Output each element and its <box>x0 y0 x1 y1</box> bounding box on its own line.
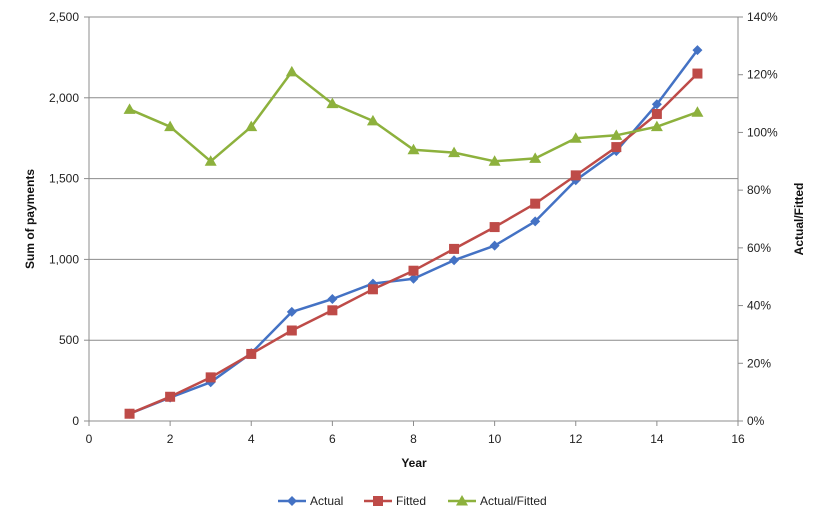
data-point-fitted-10 <box>489 222 500 233</box>
legend-item-actual: Actual <box>278 494 343 508</box>
series-line-fitted <box>129 72 699 415</box>
x-axis-title: Year <box>401 456 427 470</box>
data-point-actual-6 <box>327 293 338 304</box>
legend-label-fitted: Fitted <box>396 494 426 508</box>
legend-marker-actual-fitted <box>456 495 468 506</box>
x-tick-label-2: 4 <box>248 432 255 446</box>
y2-tick-label-5: 100% <box>747 125 778 139</box>
y-tick-label-0: 0 <box>72 414 79 428</box>
x-tick-label-4: 8 <box>410 432 417 446</box>
y2-tick-label-1: 20% <box>747 356 771 370</box>
y2-tick-label-3: 60% <box>747 241 771 255</box>
y2-tick-label-2: 40% <box>747 299 771 313</box>
data-point-actual-fitted-7 <box>366 114 379 126</box>
data-point-actual-fitted-15 <box>691 106 704 117</box>
data-point-actual-fitted-8 <box>407 143 420 155</box>
series-fitted <box>124 68 703 419</box>
x-tick-label-7: 14 <box>650 432 664 446</box>
y2-tick-label-7: 140% <box>747 10 778 24</box>
series-actual <box>124 45 703 419</box>
legend-item-actual-fitted: Actual/Fitted <box>448 494 547 508</box>
x-tick-label-0: 0 <box>86 432 93 446</box>
x-tick-label-1: 2 <box>167 432 174 446</box>
legend-label-actual-fitted: Actual/Fitted <box>480 494 547 508</box>
y2-axis-title: Actual/Fitted <box>792 183 806 256</box>
y-tick-label-3: 1,500 <box>49 172 79 186</box>
legend-label-actual: Actual <box>310 494 343 508</box>
axes: 0 500 1,000 1,500 2,000 2,500 0% 20% 40% 60% 80% 10… <box>49 10 778 446</box>
series-group <box>123 45 704 419</box>
data-point-actual-fitted-3 <box>204 155 217 166</box>
data-point-fitted-7 <box>367 284 378 295</box>
y-tick-label-2: 1,000 <box>49 252 79 266</box>
data-point-fitted-6 <box>327 305 338 316</box>
data-point-fitted-8 <box>408 265 419 276</box>
data-point-fitted-14 <box>651 108 662 119</box>
series-actual-fitted <box>123 65 704 166</box>
data-point-fitted-5 <box>286 325 297 336</box>
data-point-fitted-9 <box>449 243 460 254</box>
data-point-actual-fitted-5 <box>285 65 298 77</box>
data-point-actual-fitted-9 <box>448 146 461 158</box>
y2-tick-label-0: 0% <box>747 414 765 428</box>
x-tick-label-6: 12 <box>569 432 583 446</box>
legend-marker-fitted <box>373 496 383 506</box>
data-point-fitted-2 <box>165 391 176 402</box>
y2-tick-label-6: 120% <box>747 68 778 82</box>
y-tick-label-4: 2,000 <box>49 91 79 105</box>
legend: Actual Fitted Actual/Fitted <box>278 494 547 508</box>
gridlines <box>89 16 738 341</box>
y-axis-title: Sum of payments <box>23 169 37 269</box>
data-point-fitted-15 <box>692 68 703 79</box>
data-point-actual-8 <box>408 273 419 284</box>
data-point-actual-fitted-2 <box>164 120 177 132</box>
data-point-actual-14 <box>651 99 662 110</box>
y-tick-label-1: 500 <box>59 333 79 347</box>
series-line-actual <box>129 49 699 415</box>
x-tick-label-5: 10 <box>488 432 502 446</box>
data-point-actual-fitted-4 <box>245 120 258 132</box>
x-tick-label-8: 16 <box>731 432 745 446</box>
data-point-fitted-4 <box>246 348 257 359</box>
legend-item-fitted: Fitted <box>364 494 426 508</box>
data-point-fitted-1 <box>124 408 135 419</box>
data-point-actual-5 <box>286 306 297 317</box>
data-point-fitted-3 <box>205 372 216 383</box>
data-point-actual-fitted-11 <box>529 152 542 163</box>
data-point-fitted-12 <box>570 170 581 181</box>
data-point-actual-fitted-13 <box>610 129 623 140</box>
x-tick-label-3: 6 <box>329 432 336 446</box>
data-point-actual-15 <box>692 45 703 56</box>
y-tick-label-5: 2,500 <box>49 10 79 24</box>
legend-marker-actual <box>287 496 297 506</box>
data-point-actual-9 <box>449 255 460 266</box>
data-point-actual-11 <box>530 216 541 227</box>
data-point-actual-fitted-1 <box>123 103 136 114</box>
data-point-actual-fitted-14 <box>650 120 663 132</box>
data-point-fitted-11 <box>530 198 541 209</box>
data-point-actual-fitted-10 <box>488 155 501 166</box>
y2-tick-label-4: 80% <box>747 183 771 197</box>
data-point-fitted-13 <box>611 142 622 153</box>
data-point-actual-fitted-12 <box>569 132 582 143</box>
data-point-actual-10 <box>489 240 500 251</box>
data-point-actual-fitted-6 <box>326 97 339 109</box>
